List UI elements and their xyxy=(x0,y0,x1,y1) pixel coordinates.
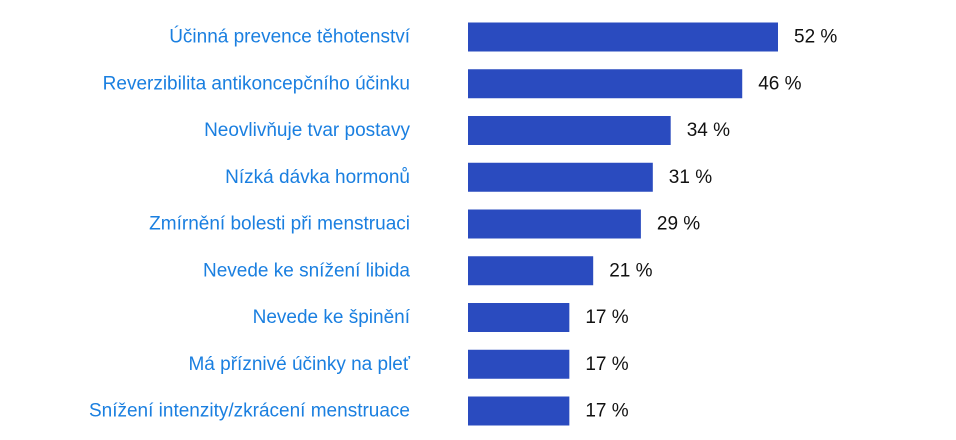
category-label: Neovlivňuje tvar postavy xyxy=(204,120,410,141)
bars xyxy=(468,22,778,426)
bar xyxy=(468,162,653,192)
bar xyxy=(468,22,778,52)
value-label: 34 % xyxy=(687,120,730,141)
category-label: Nízká dávka hormonů xyxy=(225,167,410,188)
category-label: Reverzibilita antikoncepčního účinku xyxy=(103,73,410,94)
category-label: Snížení intenzity/zkrácení menstruace xyxy=(89,401,410,422)
bar xyxy=(468,256,594,286)
bar xyxy=(468,69,743,99)
category-label: Zmírnění bolesti při menstruaci xyxy=(149,214,410,235)
value-label: 52 % xyxy=(794,27,837,48)
value-label: 31 % xyxy=(669,167,712,188)
value-label: 17 % xyxy=(585,401,628,422)
bar xyxy=(468,349,570,379)
value-label: 17 % xyxy=(585,307,628,328)
value-labels: 52 % 46 % 34 % 31 % 29 % 21 % 17 % 17 % 17 % xyxy=(585,27,837,422)
category-labels: Účinná prevence těhotenství Reverzibilita… xyxy=(89,26,411,422)
value-label: 46 % xyxy=(758,73,801,94)
value-label: 21 % xyxy=(609,260,652,281)
value-label: 29 % xyxy=(657,214,700,235)
bar xyxy=(468,303,570,332)
category-label: Má příznivé účinky na pleť xyxy=(188,354,410,375)
category-label: Nevede ke snížení libida xyxy=(203,260,410,281)
bar xyxy=(468,116,671,145)
bar xyxy=(468,209,641,239)
value-label: 17 % xyxy=(585,354,628,375)
bar xyxy=(468,396,570,426)
category-label: Nevede ke špinění xyxy=(253,307,411,328)
category-label: Účinná prevence těhotenství xyxy=(169,26,411,48)
